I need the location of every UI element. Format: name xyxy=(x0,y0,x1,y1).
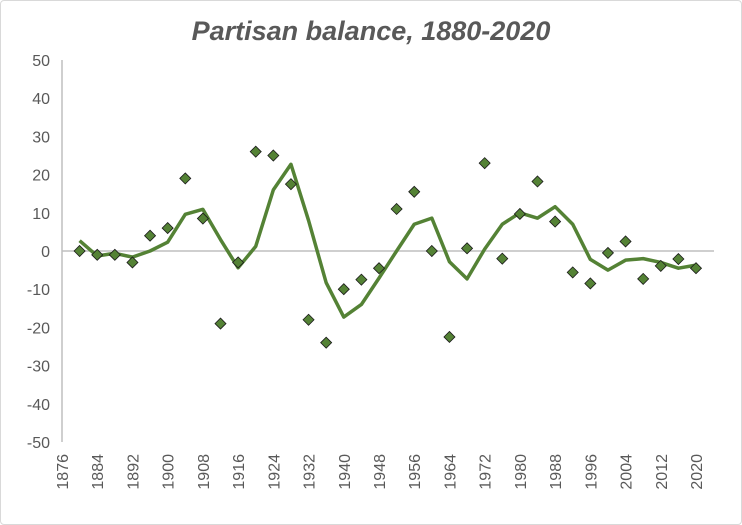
data-point xyxy=(496,252,509,265)
data-point xyxy=(108,248,121,261)
data-point xyxy=(355,273,368,286)
x-tick-label: 1876 xyxy=(55,454,72,490)
y-tick-label: -10 xyxy=(27,282,50,299)
data-point xyxy=(531,175,544,188)
y-tick-label: 10 xyxy=(32,206,50,223)
x-tick-label: 1972 xyxy=(478,454,495,490)
data-point xyxy=(302,313,315,326)
x-tick-label: 2004 xyxy=(619,454,636,490)
trend-line xyxy=(78,162,697,319)
data-point xyxy=(654,259,667,272)
data-point xyxy=(91,248,104,261)
y-tick-label: 40 xyxy=(32,91,50,108)
data-point xyxy=(196,212,209,225)
x-tick-label: 1964 xyxy=(442,454,459,490)
data-point xyxy=(689,262,703,275)
data-point xyxy=(284,178,298,191)
x-tick-label: 1956 xyxy=(407,454,424,490)
y-tick-label: -40 xyxy=(27,397,50,414)
y-tick-label: -50 xyxy=(27,435,50,452)
data-point xyxy=(126,256,139,269)
x-tick-label: 1892 xyxy=(125,454,142,490)
x-tick-label: 1988 xyxy=(548,454,565,490)
data-point xyxy=(584,277,597,290)
y-tick-label: 30 xyxy=(32,129,50,146)
y-tick-label: -30 xyxy=(27,359,50,376)
data-point xyxy=(460,242,474,255)
y-tick-label: 0 xyxy=(41,244,50,261)
x-tick-label: 1948 xyxy=(372,454,389,490)
data-point xyxy=(513,207,526,221)
data-point xyxy=(672,252,685,266)
data-point xyxy=(337,283,350,296)
data-point xyxy=(408,185,421,198)
data-point xyxy=(73,244,86,258)
x-tick-label: 1932 xyxy=(302,454,319,490)
data-point xyxy=(161,222,174,235)
y-tick-label: 20 xyxy=(32,168,50,185)
x-tick-label: 1884 xyxy=(90,454,107,490)
data-point xyxy=(601,246,615,259)
data-point xyxy=(249,145,262,158)
x-tick-label: 2020 xyxy=(689,454,706,490)
data-point xyxy=(143,229,157,242)
data-point xyxy=(179,172,192,185)
data-point xyxy=(619,235,632,248)
data-point xyxy=(214,317,227,330)
y-tick-label: 50 xyxy=(32,53,50,70)
data-point xyxy=(232,256,245,269)
x-tick-label: 1980 xyxy=(513,454,530,490)
x-tick-label: 2012 xyxy=(654,454,671,490)
x-tick-label: 1924 xyxy=(266,454,283,490)
data-point xyxy=(549,215,562,228)
y-tick-label: -20 xyxy=(27,320,50,337)
data-point xyxy=(425,244,438,258)
data-point xyxy=(372,262,386,275)
chart-title: Partisan balance, 1880-2020 xyxy=(191,16,551,46)
data-point xyxy=(637,272,650,285)
x-tick-label: 1900 xyxy=(161,454,178,490)
x-tick-label: 1996 xyxy=(583,454,600,490)
data-point xyxy=(566,266,579,279)
data-point xyxy=(390,202,403,216)
data-point xyxy=(443,330,456,344)
x-tick-label: 1908 xyxy=(196,454,213,490)
x-tick-label: 1940 xyxy=(337,454,354,490)
x-tick-label: 1916 xyxy=(231,454,248,490)
data-point xyxy=(320,336,333,349)
data-point xyxy=(267,149,280,162)
data-point xyxy=(478,157,491,170)
